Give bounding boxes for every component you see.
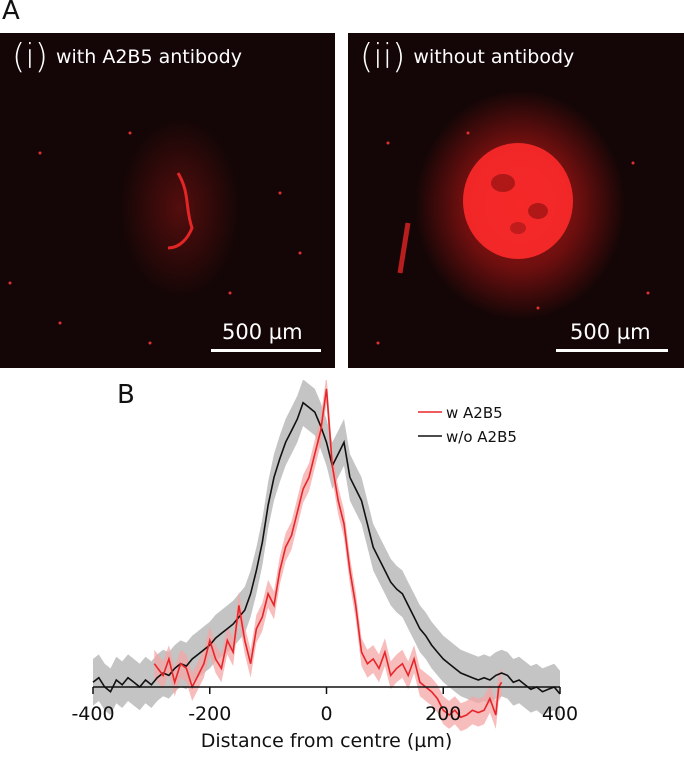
x-tick-label: 400 [542, 703, 578, 725]
micrograph-without-antibody: (ii) without antibody 500 µm [348, 33, 684, 368]
panel-b-label: B [117, 380, 135, 410]
x-tick-label: -200 [188, 703, 231, 725]
legend-label: w A2B5 [446, 404, 503, 422]
micrograph-without-antibody-image [376, 90, 650, 345]
x-tick-label: 0 [320, 703, 332, 725]
x-tick-label: -400 [71, 703, 114, 725]
line-chart: -400 -200 0 200 400 Distance from centre (µm)… [71, 380, 578, 752]
micrograph-label-ii: (ii) without antibody [360, 37, 574, 77]
panel-numeral: (ii) [360, 37, 406, 77]
scale-bar [556, 349, 668, 352]
scale-bar [211, 349, 321, 352]
micrograph-with-antibody-image [8, 118, 302, 345]
micrograph-with-antibody: (i) with A2B5 antibody 500 µm [0, 33, 335, 368]
scale-bar-label: 500 µm [222, 320, 303, 344]
x-tick-label: 200 [425, 703, 461, 725]
panel-numeral: (i) [12, 37, 48, 77]
series-line-wo-a2b5 [92, 401, 561, 695]
x-axis-label: Distance from centre (µm) [201, 730, 453, 752]
panel-caption: with A2B5 antibody [55, 46, 242, 68]
legend-label: w/o A2B5 [446, 428, 517, 446]
scale-bar-label: 500 µm [570, 320, 651, 344]
panel-a-label: A [2, 0, 20, 26]
micrograph-label-i: (i) with A2B5 antibody [12, 37, 242, 77]
series-line-w-a2b5 [153, 388, 503, 719]
panel-caption: without antibody [413, 46, 575, 68]
